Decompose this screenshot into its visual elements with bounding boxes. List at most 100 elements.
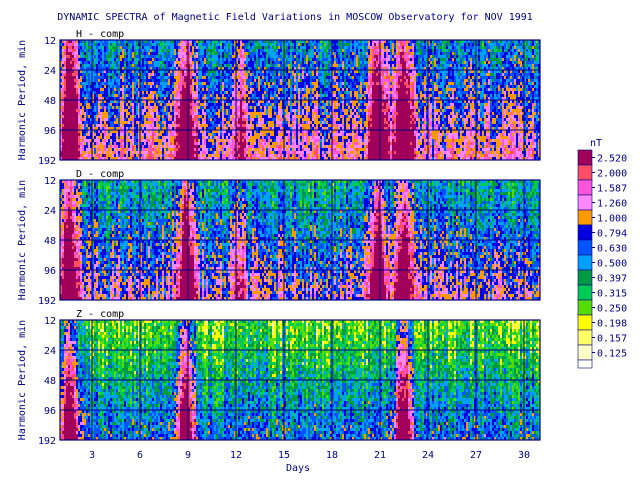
heatmap-cell	[298, 151, 300, 154]
heatmap-cell	[294, 49, 296, 52]
heatmap-cell	[142, 133, 144, 136]
heatmap-cell	[170, 133, 172, 136]
heatmap-cell	[230, 136, 232, 139]
heatmap-cell	[258, 139, 260, 142]
heatmap-cell	[270, 73, 272, 76]
heatmap-cell	[70, 136, 72, 139]
heatmap-cell	[80, 106, 82, 109]
heatmap-cell	[88, 94, 90, 97]
heatmap-cell	[74, 88, 76, 91]
heatmap-cell	[268, 76, 270, 79]
heatmap-cell	[264, 115, 266, 118]
heatmap-cell	[250, 43, 252, 46]
heatmap-cell	[178, 103, 180, 106]
heatmap-cell	[226, 85, 228, 88]
heatmap-cell	[94, 82, 96, 85]
heatmap-cell	[66, 79, 68, 82]
heatmap-cell	[190, 115, 192, 118]
heatmap-cell	[218, 115, 220, 118]
heatmap-cell	[202, 91, 204, 94]
heatmap-cell	[194, 103, 196, 106]
heatmap-cell	[126, 124, 128, 127]
heatmap-cell	[142, 46, 144, 49]
heatmap-cell	[112, 106, 114, 109]
heatmap-cell	[118, 148, 120, 151]
heatmap-cell	[154, 139, 156, 142]
heatmap-cell	[294, 88, 296, 91]
heatmap-cell	[226, 118, 228, 121]
heatmap-cell	[190, 85, 192, 88]
heatmap-cell	[296, 103, 298, 106]
heatmap-cell	[130, 55, 132, 58]
heatmap-cell	[218, 88, 220, 91]
heatmap-cell	[208, 112, 210, 115]
heatmap-cell	[210, 142, 212, 145]
heatmap-cell	[86, 118, 88, 121]
heatmap-cell	[250, 142, 252, 145]
heatmap-cell	[80, 94, 82, 97]
heatmap-cell	[116, 148, 118, 151]
heatmap-cell	[180, 118, 182, 121]
heatmap-cell	[292, 118, 294, 121]
heatmap-cell	[112, 76, 114, 79]
heatmap-cell	[286, 118, 288, 121]
heatmap-cell	[274, 61, 276, 64]
heatmap-cell	[194, 61, 196, 64]
heatmap-cell	[286, 73, 288, 76]
heatmap-cell	[106, 139, 108, 142]
heatmap-cell	[136, 58, 138, 61]
heatmap-cell	[72, 133, 74, 136]
heatmap-cell	[76, 112, 78, 115]
heatmap-cell	[222, 136, 224, 139]
heatmap-cell	[224, 88, 226, 91]
heatmap-cell	[84, 151, 86, 154]
heatmap-cell	[246, 94, 248, 97]
heatmap-cell	[162, 76, 164, 79]
heatmap-cell	[122, 106, 124, 109]
heatmap-cell	[62, 112, 64, 115]
heatmap-cell	[270, 142, 272, 145]
heatmap-cell	[62, 124, 64, 127]
heatmap-cell	[122, 103, 124, 106]
heatmap-cell	[306, 115, 308, 118]
heatmap-cell	[270, 154, 272, 157]
heatmap-cell	[158, 73, 160, 76]
heatmap-cell	[228, 73, 230, 76]
heatmap-cell	[160, 61, 162, 64]
heatmap-cell	[248, 46, 250, 49]
heatmap-cell	[106, 106, 108, 109]
heatmap-cell	[122, 58, 124, 61]
heatmap-cell	[194, 43, 196, 46]
heatmap-cell	[288, 73, 290, 76]
heatmap-cell	[212, 73, 214, 76]
heatmap-cell	[136, 133, 138, 136]
heatmap-cell	[112, 109, 114, 112]
heatmap-cell	[250, 118, 252, 121]
heatmap-cell	[250, 121, 252, 124]
heatmap-cell	[296, 136, 298, 139]
heatmap-cell	[104, 133, 106, 136]
heatmap-cell	[274, 55, 276, 58]
heatmap-cell	[240, 43, 242, 46]
heatmap-cell	[120, 85, 122, 88]
heatmap-cell	[192, 109, 194, 112]
heatmap-cell	[224, 133, 226, 136]
heatmap-cell	[82, 106, 84, 109]
heatmap-cell	[84, 124, 86, 127]
heatmap-cell	[150, 61, 152, 64]
heatmap-cell	[252, 145, 254, 148]
heatmap-cell	[172, 82, 174, 85]
heatmap-cell	[168, 109, 170, 112]
heatmap-cell	[252, 109, 254, 112]
heatmap-cell	[210, 58, 212, 61]
heatmap-cell	[110, 61, 112, 64]
heatmap-cell	[118, 64, 120, 67]
heatmap-cell	[148, 148, 150, 151]
heatmap-cell	[248, 94, 250, 97]
heatmap-cell	[174, 112, 176, 115]
heatmap-cell	[248, 136, 250, 139]
heatmap-cell	[134, 118, 136, 121]
heatmap-cell	[194, 46, 196, 49]
heatmap-cell	[102, 82, 104, 85]
heatmap-cell	[226, 139, 228, 142]
